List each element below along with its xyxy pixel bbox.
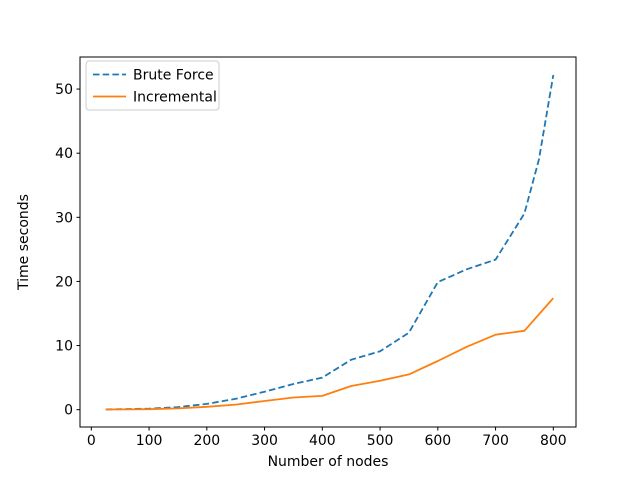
x-tick-label: 700 <box>482 433 509 449</box>
series-line-brute-force <box>105 74 555 411</box>
y-tick-label: 20 <box>55 274 73 290</box>
x-tick-label: 300 <box>251 433 278 449</box>
legend-label-incremental: Incremental <box>133 90 217 106</box>
x-axis-label: Number of nodes <box>268 454 389 470</box>
x-tick-label: 200 <box>193 433 220 449</box>
x-tick-label: 100 <box>136 433 163 449</box>
legend-label-brute-force: Brute Force <box>133 68 214 84</box>
series-lines <box>105 74 555 411</box>
series-line-incremental <box>105 297 554 411</box>
x-tick-label: 600 <box>424 433 451 449</box>
x-tick-label: 400 <box>309 433 336 449</box>
y-axis-ticks: 0 10 20 30 40 50 <box>55 82 80 419</box>
legend-item-incremental: Incremental <box>93 90 217 106</box>
legend: Brute Force Incremental <box>85 60 220 111</box>
y-axis-label: Time seconds <box>16 194 32 291</box>
legend-box <box>85 60 220 111</box>
y-tick-label: 40 <box>55 146 73 162</box>
x-tick-label: 500 <box>367 433 394 449</box>
legend-item-brute-force: Brute Force <box>93 68 214 84</box>
plot-area <box>79 56 577 428</box>
y-tick-label: 30 <box>55 210 73 226</box>
x-tick-label: 800 <box>540 433 567 449</box>
x-tick-label: 0 <box>87 433 96 449</box>
y-tick-label: 50 <box>55 82 73 98</box>
y-tick-label: 0 <box>64 403 73 419</box>
x-axis-ticks: 0 100 200 300 400 500 600 700 800 <box>87 427 567 449</box>
y-tick-label: 10 <box>55 339 73 355</box>
